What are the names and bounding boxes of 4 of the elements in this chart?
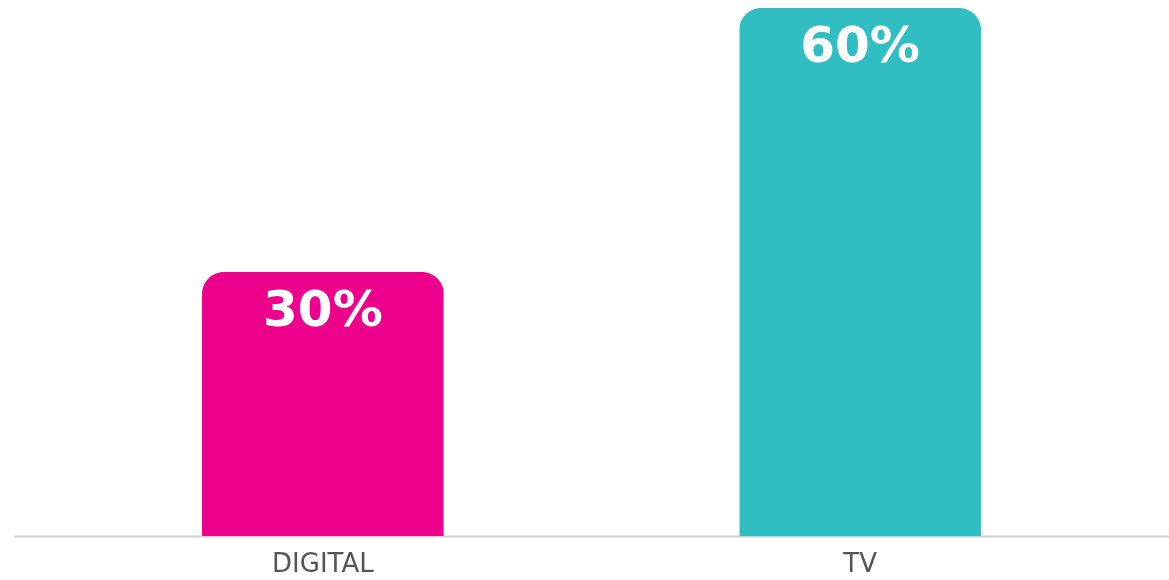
x-tick-label: DIGITAL xyxy=(272,547,375,578)
data-label: 60% xyxy=(800,16,920,74)
data-label: 30% xyxy=(263,280,383,338)
x-tick-label: TV xyxy=(842,547,878,578)
